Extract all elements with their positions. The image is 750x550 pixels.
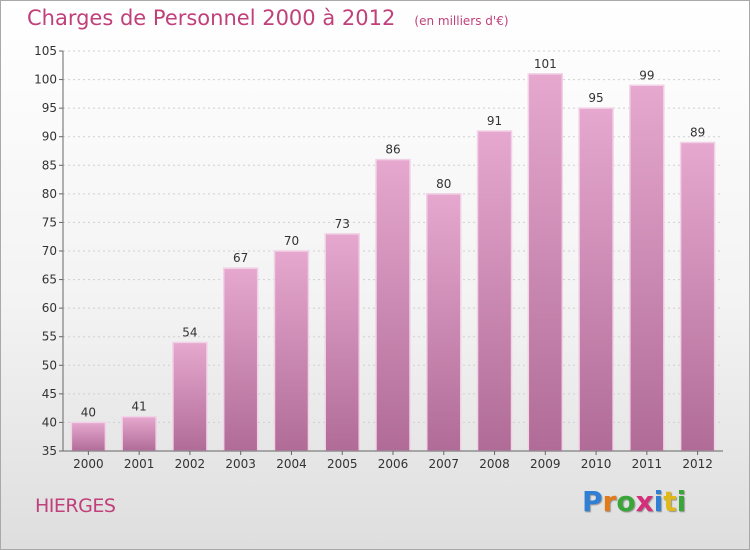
bar [121,415,157,452]
data-label: 95 [588,91,603,105]
data-label: 89 [690,125,705,139]
y-tick-label: 90 [42,130,57,144]
bar [324,233,360,452]
bar [476,130,513,452]
data-label: 86 [385,143,400,157]
x-tick-label: 2009 [530,457,561,471]
x-tick-label: 2000 [73,457,104,471]
axes [59,50,723,455]
data-label: 73 [335,217,350,231]
x-tick-label: 2005 [327,457,358,471]
bar [426,193,462,452]
logo-letter: P [582,485,603,518]
bar [527,73,564,452]
x-tick-label: 2002 [175,457,206,471]
y-tick-label: 65 [42,273,57,287]
title-row: Charges de Personnel 2000 à 2012 (en mil… [27,6,509,30]
bar [629,84,665,452]
chart-title: Charges de Personnel 2000 à 2012 [27,6,396,30]
logo-letter: x [635,485,654,518]
commune-name: HIERGES [35,495,116,517]
data-label: 67 [233,251,248,265]
y-tick-label: 80 [42,187,57,201]
y-tick-label: 50 [42,358,57,372]
data-label: 54 [182,325,197,339]
logo-letter: r [602,485,617,518]
bar [172,341,208,452]
x-tick-label: 2007 [428,457,459,471]
y-tick-label: 75 [42,215,57,229]
y-tick-label: 70 [42,244,57,258]
chart-subtitle: (en milliers d'€) [414,14,509,28]
y-tick-label: 55 [42,330,57,344]
data-label: 80 [436,177,451,191]
data-label: 91 [487,114,502,128]
x-tick-label: 2012 [682,457,713,471]
bar [222,267,259,452]
y-tick-label: 35 [42,444,57,458]
logo-letter: i [653,485,664,518]
data-label: 101 [534,57,557,71]
x-tick-label: 2006 [378,457,409,471]
proxiti-logo[interactable]: Proxiti [582,485,686,518]
y-tick-label: 100 [34,73,57,87]
data-label: 40 [81,405,96,419]
y-tick-label: 105 [34,44,57,58]
bar [375,158,411,452]
y-tick-label: 60 [42,301,57,315]
data-label: 70 [284,234,299,248]
logo-letter: i [676,485,687,518]
y-tick-label: 95 [42,101,57,115]
labels: 35 40 45 50 55 60 65 70 75 80 85 90 95 100 105 40 2000 41… [34,44,713,471]
data-label: 41 [132,400,147,414]
logo-letter: o [616,485,636,518]
logo-letter: t [663,485,677,518]
x-tick-label: 2011 [632,457,663,471]
bar [679,141,716,452]
x-tick-label: 2004 [276,457,307,471]
data-label: 99 [639,68,654,82]
y-tick-label: 45 [42,387,57,401]
bar [578,107,614,452]
x-tick-label: 2008 [479,457,510,471]
y-tick-label: 85 [42,158,57,172]
x-tick-label: 2010 [581,457,612,471]
x-tick-label: 2003 [225,457,256,471]
bars [70,73,716,452]
y-tick-label: 40 [42,415,57,429]
bar [70,421,107,452]
bar [273,250,310,452]
x-tick-label: 2001 [124,457,155,471]
